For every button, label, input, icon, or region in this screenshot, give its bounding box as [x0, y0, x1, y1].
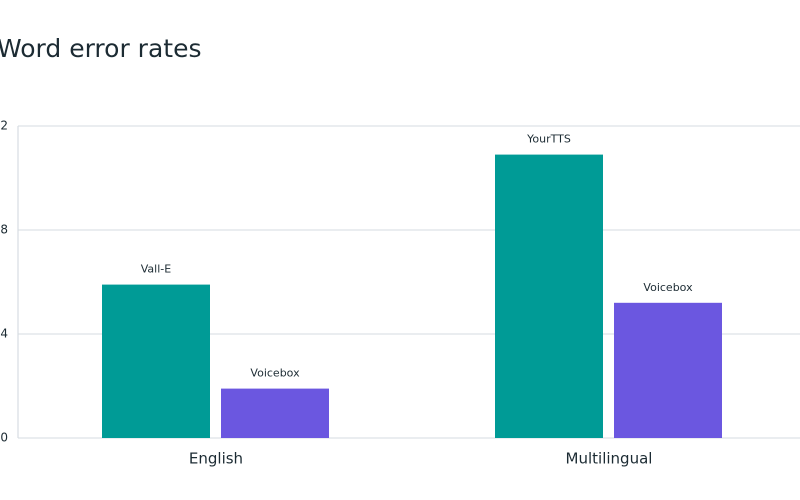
x-tick-label: Multilingual	[566, 450, 653, 468]
bar	[102, 284, 210, 438]
y-tick-label: 4	[0, 327, 8, 341]
y-tick-label: 12	[0, 119, 8, 133]
bar-label: Voicebox	[643, 281, 693, 294]
bar	[614, 302, 722, 438]
y-tick-label: 0	[0, 431, 8, 445]
bar	[495, 154, 603, 438]
bar-label: YourTTS	[526, 133, 571, 146]
x-tick-label: English	[189, 450, 243, 468]
bar	[221, 388, 329, 438]
bar-label: Voicebox	[250, 367, 300, 380]
chart-title: Word error rates	[0, 34, 201, 63]
y-tick-label: 8	[0, 223, 8, 237]
bar-label: Vall-E	[141, 263, 171, 276]
